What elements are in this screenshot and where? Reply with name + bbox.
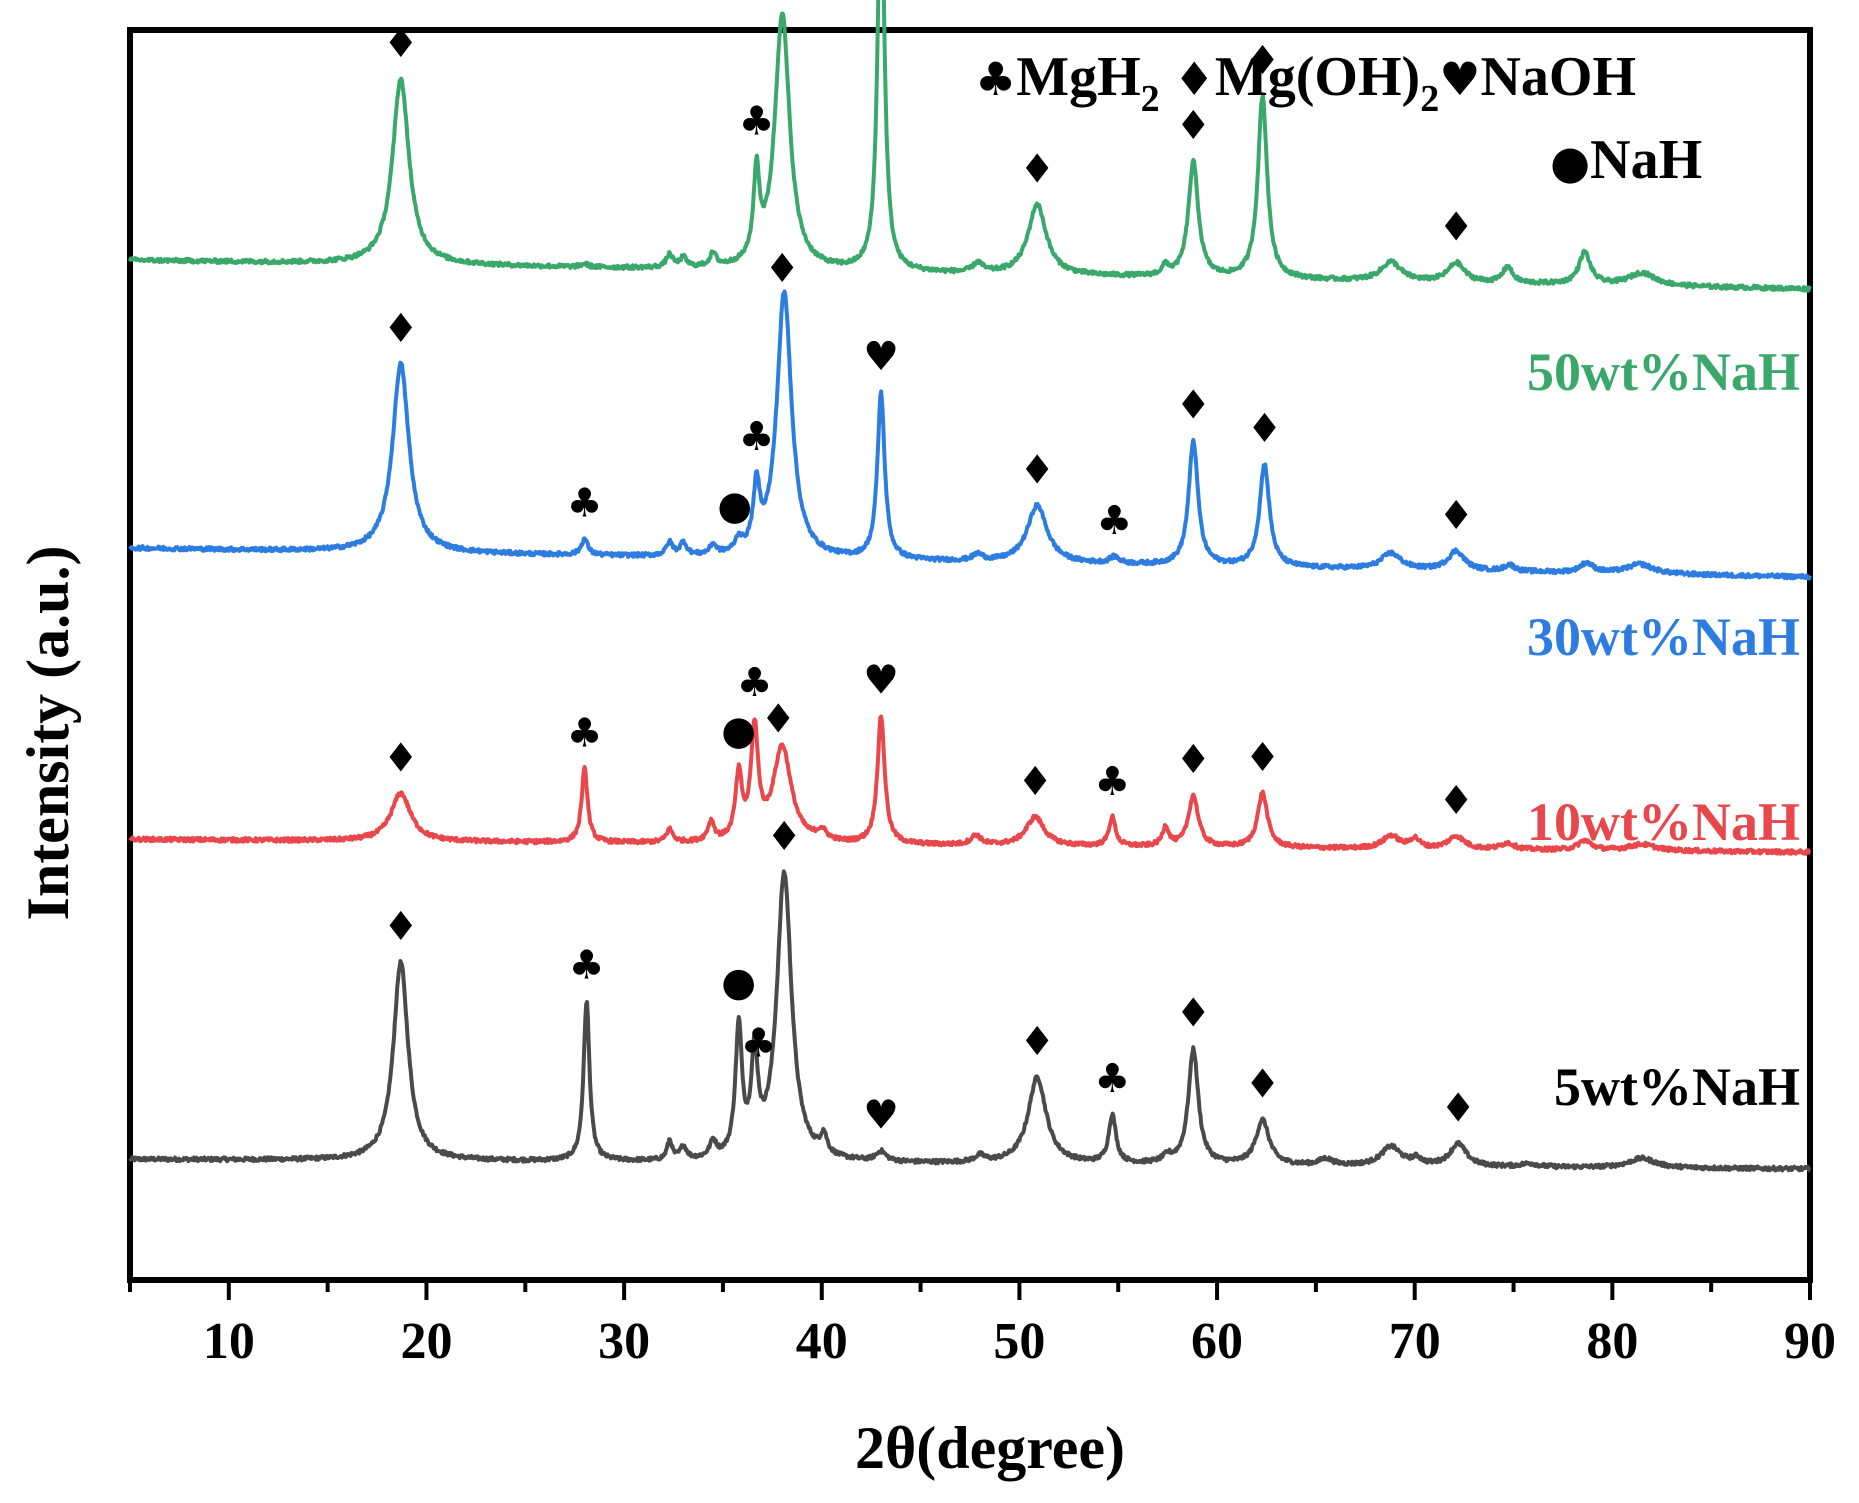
x-tick-label-90: 90 <box>1784 1313 1836 1370</box>
phase-marker-2-2: ● <box>717 483 752 529</box>
phase-marker-3-1: ♣ <box>739 98 775 144</box>
phase-marker-2-9: ♦ <box>1247 406 1283 452</box>
phase-marker-3-4: ♦ <box>1019 146 1055 192</box>
x-tick-label-30: 30 <box>598 1313 650 1370</box>
phase-marker-0-4: ♦ <box>766 814 802 860</box>
legend-symbol-club: ♣ <box>975 52 1016 106</box>
phase-marker-0-3: ♣ <box>741 1021 777 1067</box>
x-axis-title: 2θ(degree) <box>855 1415 1125 1481</box>
legend-symbol-heart: ♥ <box>1439 52 1480 106</box>
phase-marker-0-7: ♣ <box>1094 1056 1130 1102</box>
phase-marker-2-4: ♦ <box>764 246 800 292</box>
phase-markers: ♦♣●♣♦♥♦♣♦♦♦♦♣●♣♦♥♦♣♦♦♦♦♣●♣♦♥♦♣♦♦♦♦♣♦♥♦♦♦… <box>383 0 1476 1139</box>
phase-marker-2-5: ♥ <box>863 334 899 380</box>
x-tick-label-60: 60 <box>1191 1313 1243 1370</box>
legend-label-mgoh2: Mg(OH) <box>1215 46 1420 108</box>
phase-marker-3-7: ♦ <box>1438 204 1474 250</box>
plot-frame <box>127 27 1813 1283</box>
x-tick-label-10: 10 <box>203 1313 255 1370</box>
legend-label-mgh2: MgH <box>1016 46 1140 108</box>
phase-marker-1-1: ♣ <box>567 711 603 757</box>
phase-marker-0-9: ♦ <box>1245 1061 1281 1107</box>
phase-marker-0-2: ● <box>721 960 756 1006</box>
series-label-5wt%NaH: 5wt%NaH <box>1554 1057 1800 1117</box>
x-axis-ticks: 10 20 30 40 50 60 70 80 90 <box>128 1280 1836 1370</box>
series-line-50wt%NaH <box>128 0 1812 293</box>
phase-marker-0-0: ♦ <box>383 904 419 950</box>
phase-marker-1-8: ♦ <box>1175 737 1211 783</box>
phase-marker-1-3: ♣ <box>737 660 773 706</box>
phase-marker-3-0: ♦ <box>383 21 419 67</box>
phase-marker-0-1: ♣ <box>569 943 605 989</box>
series-label-50wt%NaH: 50wt%NaH <box>1527 342 1800 402</box>
series-line-30wt%NaH <box>128 289 1812 581</box>
phase-marker-1-9: ♦ <box>1245 735 1281 781</box>
phase-marker-2-6: ♦ <box>1019 447 1055 493</box>
legend-label-naoh: NaOH <box>1480 46 1636 108</box>
phase-marker-1-2: ● <box>721 708 756 754</box>
series-line-5wt%NaH <box>128 869 1812 1173</box>
phase-marker-0-5: ♥ <box>863 1093 899 1139</box>
svg-text:♣MgH2♦Mg(OH)2♥NaOH: ♣MgH2 ♦Mg(OH)2♥NaOH <box>975 46 1636 120</box>
x-tick-label-50: 50 <box>993 1313 1045 1370</box>
phase-marker-1-4: ♦ <box>760 697 796 743</box>
phase-marker-0-10: ♦ <box>1440 1085 1476 1131</box>
phase-marker-1-0: ♦ <box>383 735 419 781</box>
x-tick-label-20: 20 <box>400 1313 452 1370</box>
series-layer <box>128 0 1812 1173</box>
phase-marker-2-1: ♣ <box>567 481 603 527</box>
phase-marker-1-7: ♣ <box>1094 759 1130 805</box>
legend: ♣MgH2 ♦Mg(OH)2♥NaOH ●NaH <box>975 46 1702 191</box>
x-tick-label-40: 40 <box>796 1313 848 1370</box>
legend-symbol-diamond: ♦ <box>1174 52 1215 106</box>
phase-marker-2-3: ♣ <box>739 414 775 460</box>
phase-marker-2-0: ♦ <box>383 306 419 352</box>
legend-label-nah: NaH <box>1590 129 1702 191</box>
phase-marker-1-10: ♦ <box>1438 778 1474 824</box>
series-label-10wt%NaH: 10wt%NaH <box>1527 792 1800 852</box>
legend-symbol-circle: ● <box>1550 135 1590 189</box>
x-tick-label-80: 80 <box>1586 1313 1638 1370</box>
phase-marker-0-6: ♦ <box>1019 1019 1055 1065</box>
phase-marker-1-5: ♥ <box>863 657 899 703</box>
phase-marker-0-8: ♦ <box>1175 990 1211 1036</box>
phase-marker-2-10: ♦ <box>1438 493 1474 539</box>
phase-marker-2-8: ♦ <box>1175 382 1211 428</box>
series-labels: 5wt%NaH 10wt%NaH 30wt%NaH 50wt%NaH <box>1527 342 1800 1117</box>
series-label-30wt%NaH: 30wt%NaH <box>1527 607 1800 667</box>
phase-marker-3-2: ♦ <box>764 0 800 1</box>
svg-text:●NaH: ●NaH <box>1550 129 1702 191</box>
x-tick-label-70: 70 <box>1389 1313 1441 1370</box>
legend-sub-mgoh2: 2 <box>1420 78 1439 120</box>
phase-marker-3-6: ♦ <box>1245 38 1281 84</box>
series-line-10wt%NaH <box>128 714 1812 856</box>
phase-marker-1-6: ♦ <box>1017 759 1053 805</box>
y-axis-title: Intensity (a.u.) <box>15 545 81 920</box>
legend-sub-mgh2: 2 <box>1141 78 1160 120</box>
phase-marker-2-7: ♣ <box>1096 498 1132 544</box>
phase-marker-3-5: ♦ <box>1175 103 1211 149</box>
